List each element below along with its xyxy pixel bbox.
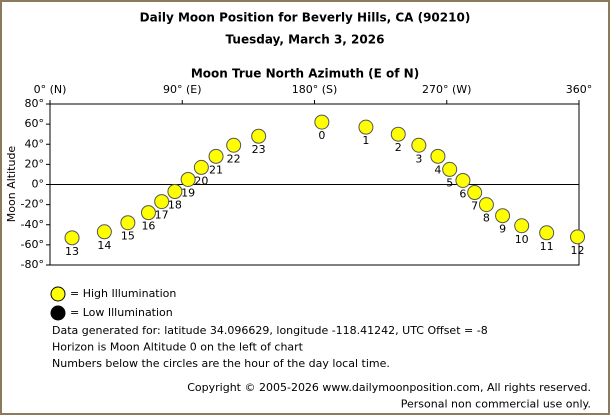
moon-point xyxy=(442,161,458,177)
hour-label: 22 xyxy=(227,152,241,165)
hour-label: 12 xyxy=(571,244,585,257)
copyright: Copyright © 2005-2026 www.dailymoonposit… xyxy=(187,381,591,394)
note: Data generated for: latitude 34.096629, … xyxy=(52,324,488,337)
hour-label: 2 xyxy=(395,141,402,154)
moon-point xyxy=(478,197,494,213)
hour-label: 6 xyxy=(459,187,466,200)
moon-point xyxy=(64,230,80,246)
moon-point xyxy=(193,159,209,175)
x-tick-label: 360° xyxy=(566,83,593,96)
hour-label: 0 xyxy=(318,129,325,142)
hour-label: 9 xyxy=(499,223,506,236)
hour-label: 7 xyxy=(471,200,478,213)
x-axis-title: Moon True North Azimuth (E of N) xyxy=(191,67,419,81)
moon-point xyxy=(495,208,511,224)
moon-point xyxy=(358,119,374,135)
hour-label: 4 xyxy=(434,163,441,176)
chart-subtitle: Tuesday, March 3, 2026 xyxy=(226,33,385,47)
hour-label: 20 xyxy=(194,174,208,187)
moon-point xyxy=(455,172,471,188)
hour-label: 21 xyxy=(209,163,223,176)
hour-label: 13 xyxy=(65,245,79,258)
y-tick-label: 60° xyxy=(25,117,45,130)
moon-point xyxy=(390,126,406,142)
y-tick-label: 80° xyxy=(25,97,45,110)
moon-point xyxy=(314,114,330,130)
hour-label: 5 xyxy=(446,176,453,189)
hour-label: 19 xyxy=(181,186,195,199)
hour-label: 17 xyxy=(155,209,169,222)
hour-label: 18 xyxy=(168,199,182,212)
moon-point xyxy=(226,137,242,153)
hour-label: 15 xyxy=(121,230,135,243)
x-tick-label: 270° (W) xyxy=(422,83,471,96)
hour-label: 16 xyxy=(141,220,155,233)
x-tick-label: 180° (S) xyxy=(292,83,338,96)
moon-point xyxy=(430,148,446,164)
moon-point xyxy=(539,225,555,241)
hour-label: 10 xyxy=(515,233,529,246)
y-axis-title: Moon Altitude xyxy=(5,146,18,223)
note: Horizon is Moon Altitude 0 on the left o… xyxy=(52,341,304,354)
hour-label: 3 xyxy=(415,152,422,165)
y-tick-label: -60° xyxy=(21,238,44,251)
y-tick-label: -80° xyxy=(21,258,44,271)
legend-label: = High Illumination xyxy=(70,287,176,300)
hour-label: 23 xyxy=(252,143,266,156)
moon-point xyxy=(180,171,196,187)
copyright: Personal non commercial use only. xyxy=(401,398,591,411)
y-tick-label: 20° xyxy=(25,157,45,170)
y-tick-label: -40° xyxy=(21,218,44,231)
legend-swatch xyxy=(50,305,66,321)
moon-point xyxy=(120,215,136,231)
chart-title: Daily Moon Position for Beverly Hills, C… xyxy=(140,11,471,25)
hour-label: 8 xyxy=(483,212,490,225)
hour-label: 11 xyxy=(540,240,554,253)
moon-point xyxy=(167,184,183,200)
moon-point xyxy=(467,185,483,201)
hour-label: 14 xyxy=(97,239,111,252)
legend-label: = Low Illumination xyxy=(70,306,173,319)
moon-point xyxy=(570,229,586,245)
y-tick-label: 0° xyxy=(32,178,45,191)
x-tick-label: 90° (E) xyxy=(163,83,202,96)
moon-point xyxy=(514,218,530,234)
hour-label: 1 xyxy=(362,134,369,147)
y-tick-label: -20° xyxy=(21,198,44,211)
moon-point xyxy=(154,194,170,210)
moon-point xyxy=(411,137,427,153)
legend-swatch xyxy=(50,286,66,302)
moon-point xyxy=(251,128,267,144)
moon-point xyxy=(96,224,112,240)
x-tick-label: 0° (N) xyxy=(34,83,67,96)
moon-point xyxy=(208,148,224,164)
y-tick-label: 40° xyxy=(25,137,45,150)
note: Numbers below the circles are the hour o… xyxy=(52,357,390,370)
moon-point xyxy=(140,205,156,221)
